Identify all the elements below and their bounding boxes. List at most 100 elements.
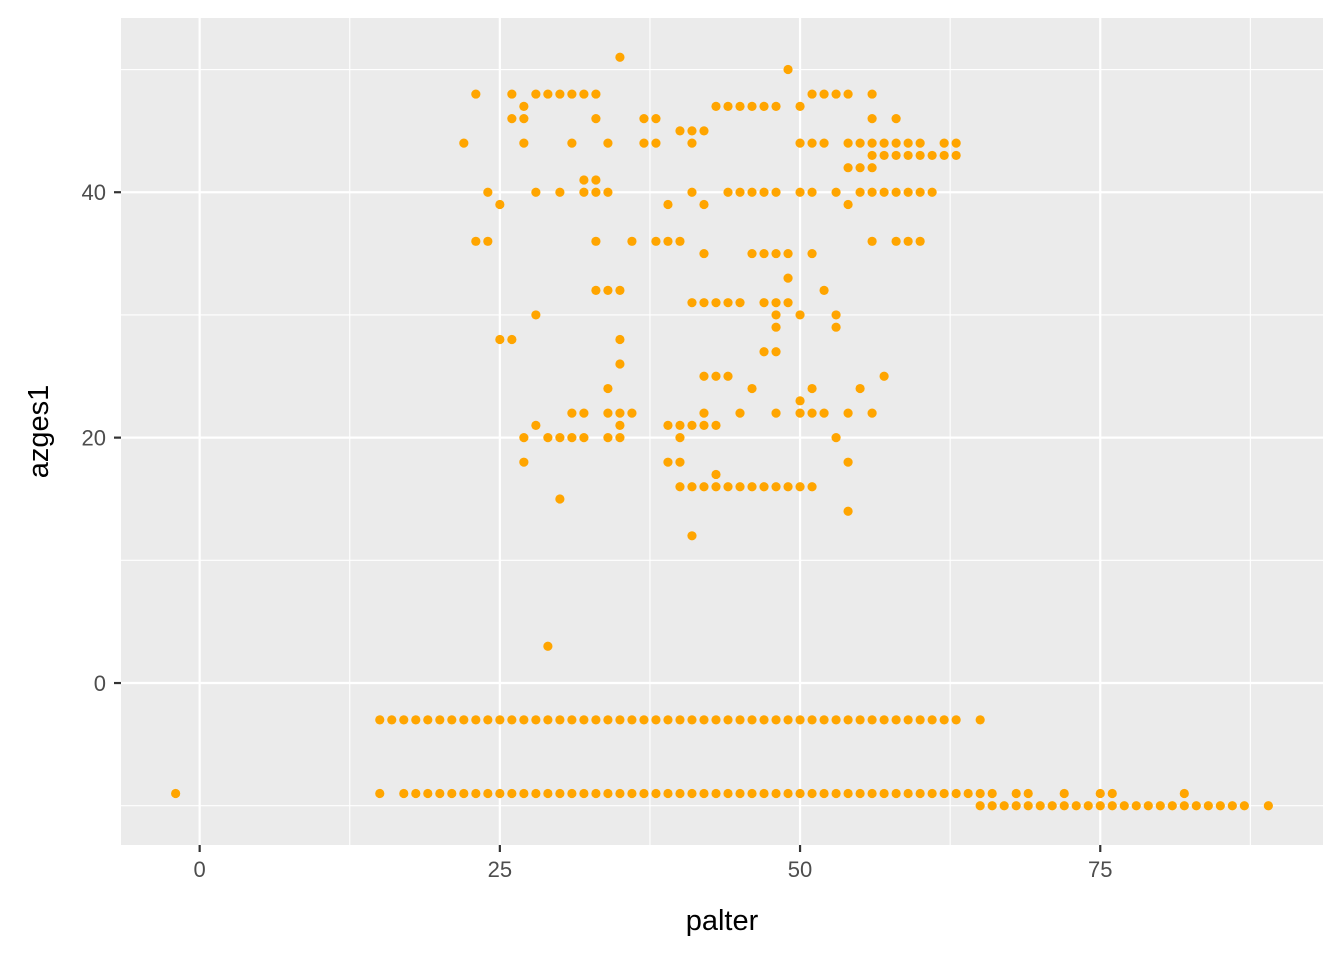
data-point: [1023, 788, 1033, 799]
data-point: [531, 788, 541, 799]
data-point: [747, 482, 757, 492]
data-point: [759, 187, 769, 197]
data-point: [459, 715, 469, 725]
data-point: [543, 788, 553, 799]
data-point: [807, 383, 817, 394]
data-point: [579, 788, 589, 799]
data-point: [903, 187, 913, 197]
data-point: [867, 89, 877, 99]
data-point: [711, 420, 721, 430]
y-tick-label: 20: [82, 426, 106, 451]
data-point: [855, 138, 865, 148]
data-point: [1203, 801, 1213, 811]
data-point: [747, 187, 757, 197]
data-point: [855, 383, 865, 394]
data-point: [879, 187, 889, 197]
data-point: [171, 788, 181, 799]
data-point: [1059, 788, 1069, 799]
data-point: [939, 788, 949, 799]
data-point: [759, 347, 769, 357]
data-point: [699, 408, 709, 418]
data-point: [675, 126, 685, 136]
data-point: [375, 788, 385, 799]
data-point: [747, 715, 757, 725]
data-point: [831, 187, 841, 197]
x-tick-label: 50: [788, 857, 812, 882]
data-point: [651, 138, 661, 148]
data-point: [531, 715, 541, 725]
data-point: [915, 236, 925, 246]
y-axis-title: azges1: [23, 385, 55, 479]
data-point: [963, 788, 973, 799]
data-point: [663, 788, 673, 799]
data-point: [531, 187, 541, 197]
data-point: [711, 469, 721, 480]
data-point: [771, 101, 781, 111]
data-point: [783, 788, 793, 799]
data-point: [663, 199, 673, 210]
data-point: [591, 285, 601, 295]
data-point: [975, 801, 985, 811]
data-point: [651, 236, 661, 246]
data-point: [843, 199, 853, 210]
data-point: [567, 433, 577, 443]
data-point: [699, 715, 709, 725]
data-point: [687, 531, 697, 541]
data-point: [843, 506, 853, 516]
data-point: [639, 715, 649, 725]
data-point: [735, 298, 745, 308]
data-points: [171, 52, 1273, 811]
data-point: [495, 334, 505, 345]
data-point: [639, 114, 649, 124]
data-point: [699, 298, 709, 308]
data-point: [735, 187, 745, 197]
data-point: [567, 138, 577, 148]
data-point: [855, 715, 865, 725]
data-point: [507, 334, 517, 345]
data-point: [531, 310, 541, 320]
data-point: [1083, 801, 1093, 811]
data-point: [1179, 788, 1189, 799]
data-point: [375, 715, 385, 725]
data-point: [495, 199, 505, 210]
data-point: [627, 408, 637, 418]
data-point: [615, 285, 625, 295]
data-point: [747, 101, 757, 111]
data-point: [723, 715, 733, 725]
data-point: [519, 101, 529, 111]
data-point: [879, 788, 889, 799]
data-point: [975, 788, 985, 799]
data-point: [519, 114, 529, 124]
data-point: [1191, 801, 1201, 811]
data-point: [927, 150, 937, 161]
data-point: [687, 126, 697, 136]
data-point: [807, 482, 817, 492]
data-point: [855, 187, 865, 197]
data-point: [723, 788, 733, 799]
data-point: [927, 788, 937, 799]
data-point: [1107, 788, 1117, 799]
data-point: [1119, 801, 1129, 811]
data-point: [675, 788, 685, 799]
data-point: [591, 89, 601, 99]
data-point: [903, 236, 913, 246]
data-point: [663, 457, 673, 467]
data-point: [819, 285, 829, 295]
data-point: [603, 433, 613, 443]
data-point: [795, 101, 805, 111]
data-point: [747, 383, 757, 394]
data-point: [819, 408, 829, 418]
data-point: [891, 138, 901, 148]
data-point: [579, 89, 589, 99]
data-point: [615, 715, 625, 725]
data-point: [735, 482, 745, 492]
data-point: [771, 347, 781, 357]
data-point: [843, 715, 853, 725]
data-point: [1035, 801, 1045, 811]
data-point: [567, 408, 577, 418]
data-point: [591, 114, 601, 124]
data-point: [663, 715, 673, 725]
data-point: [603, 788, 613, 799]
data-point: [831, 433, 841, 443]
data-point: [723, 187, 733, 197]
